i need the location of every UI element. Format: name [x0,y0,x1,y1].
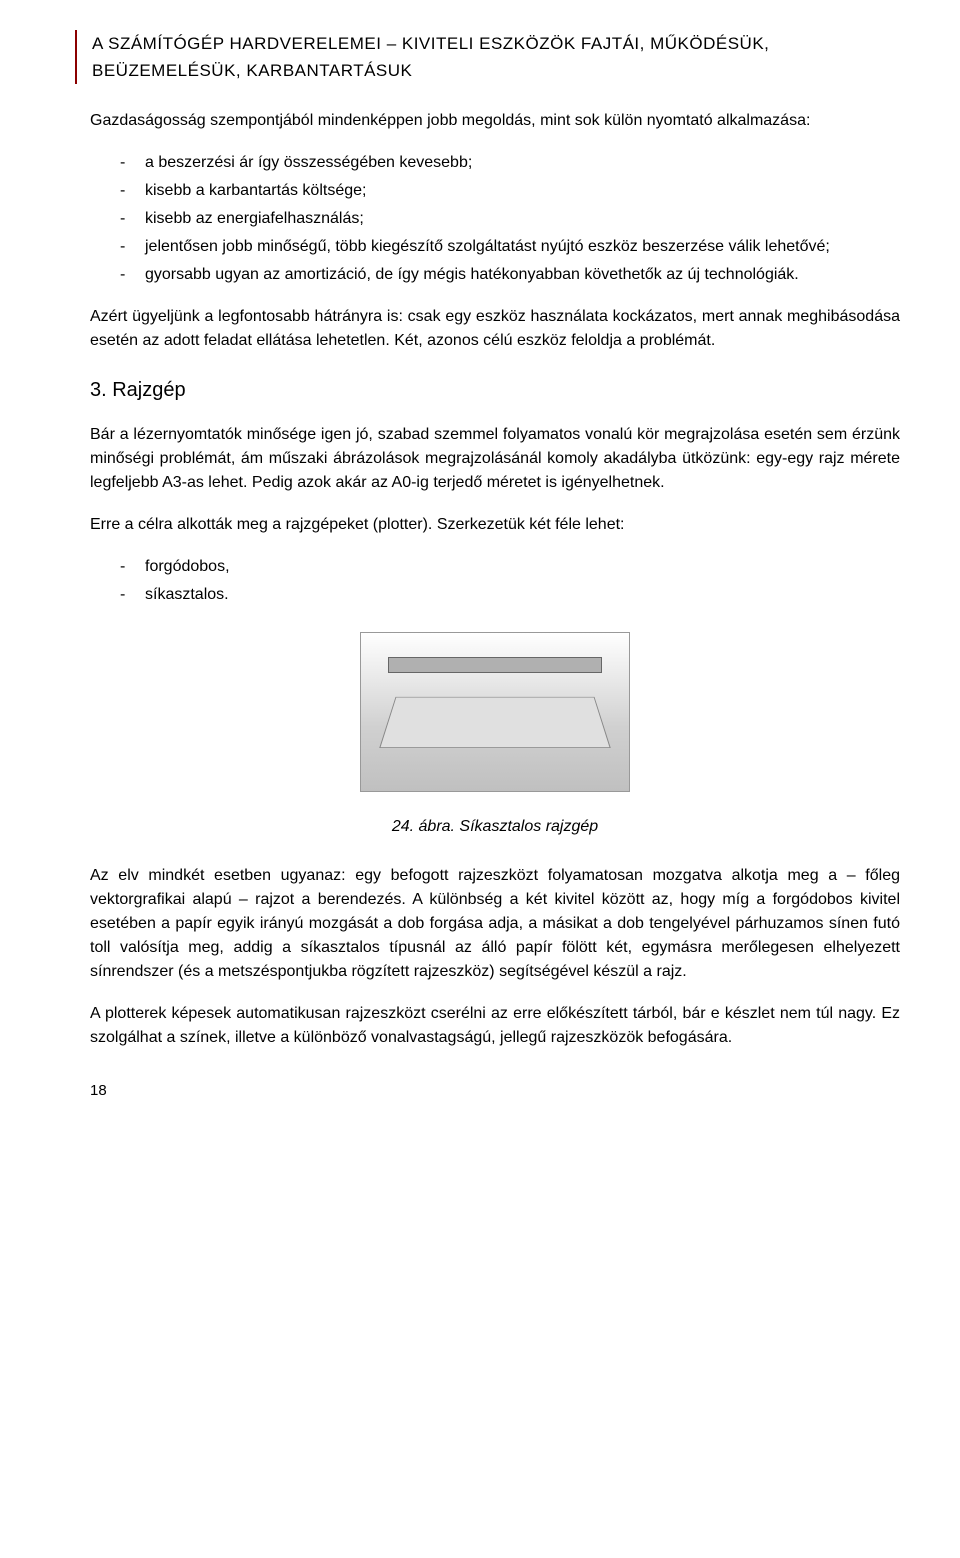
section3-para2: Erre a célra alkották meg a rajzgépeket … [90,513,900,537]
warning-paragraph: Azért ügyeljünk a legfontosabb hátrányra… [90,305,900,353]
list-item: gyorsabb ugyan az amortizáció, de így mé… [120,263,900,287]
list-item: kisebb az energiafelhasználás; [120,207,900,231]
list-item: jelentősen jobb minőségű, több kiegészít… [120,235,900,259]
figure-container: 24. ábra. Síkasztalos rajzgép [90,632,900,839]
plotter-frame-shape [388,657,602,673]
plotter-image [360,632,630,792]
advantages-list: a beszerzési ár így összességében kevese… [90,151,900,287]
list-item: kisebb a karbantartás költsége; [120,179,900,203]
section3-para1: Bár a lézernyomtatók minősége igen jó, s… [90,423,900,495]
principle-para2: A plotterek képesek automatikusan rajzes… [90,1002,900,1050]
section-heading-rajzgep: 3. Rajzgép [90,375,900,405]
page-number: 18 [90,1080,900,1103]
plotter-types-list: forgódobos, síkasztalos. [90,555,900,607]
figure-caption: 24. ábra. Síkasztalos rajzgép [90,815,900,839]
intro-paragraph: Gazdaságosság szempontjából mindenképpen… [90,109,900,133]
plotter-table-shape [379,697,611,748]
list-item: a beszerzési ár így összességében kevese… [120,151,900,175]
document-header: A SZÁMÍTÓGÉP HARDVERELEMEI – KIVITELI ES… [75,30,900,84]
principle-para1: Az elv mindkét esetben ugyanaz: egy befo… [90,864,900,984]
list-item: forgódobos, [120,555,900,579]
list-item: síkasztalos. [120,583,900,607]
